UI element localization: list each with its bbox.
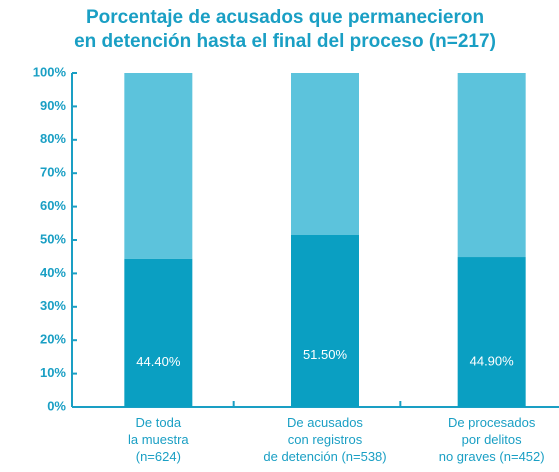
y-tick-label: 100% xyxy=(33,64,67,79)
x-tick-label: De acusados con registros de detención (n=… xyxy=(263,415,386,464)
bar-segment xyxy=(457,73,526,258)
y-tick-label: 50% xyxy=(40,231,66,246)
value-label: 44.90% xyxy=(470,353,515,368)
bar-segment xyxy=(291,73,359,235)
y-tick-label: 60% xyxy=(40,198,66,213)
bar-segment xyxy=(291,234,359,407)
y-tick-label: 80% xyxy=(40,131,66,146)
y-tick-label: 20% xyxy=(40,332,66,347)
y-tick-label: 90% xyxy=(40,98,66,113)
y-tick-label: 10% xyxy=(40,365,66,380)
y-tick-label: 30% xyxy=(40,298,66,313)
chart-title: Porcentaje de acusados que permanecieron… xyxy=(74,7,496,52)
bar-segment xyxy=(124,73,193,259)
x-tick-label: De procesados por delitos no graves (n=452… xyxy=(439,415,545,464)
y-tick-label: 0% xyxy=(47,398,66,413)
y-tick-label: 70% xyxy=(40,165,66,180)
value-label: 51.50% xyxy=(303,347,348,362)
bar-segment xyxy=(124,258,193,407)
bar-segment xyxy=(457,257,526,407)
value-label: 44.40% xyxy=(136,354,181,369)
y-tick-label: 40% xyxy=(40,265,66,280)
x-tick-label: De toda la muestra (n=624) xyxy=(128,415,189,464)
